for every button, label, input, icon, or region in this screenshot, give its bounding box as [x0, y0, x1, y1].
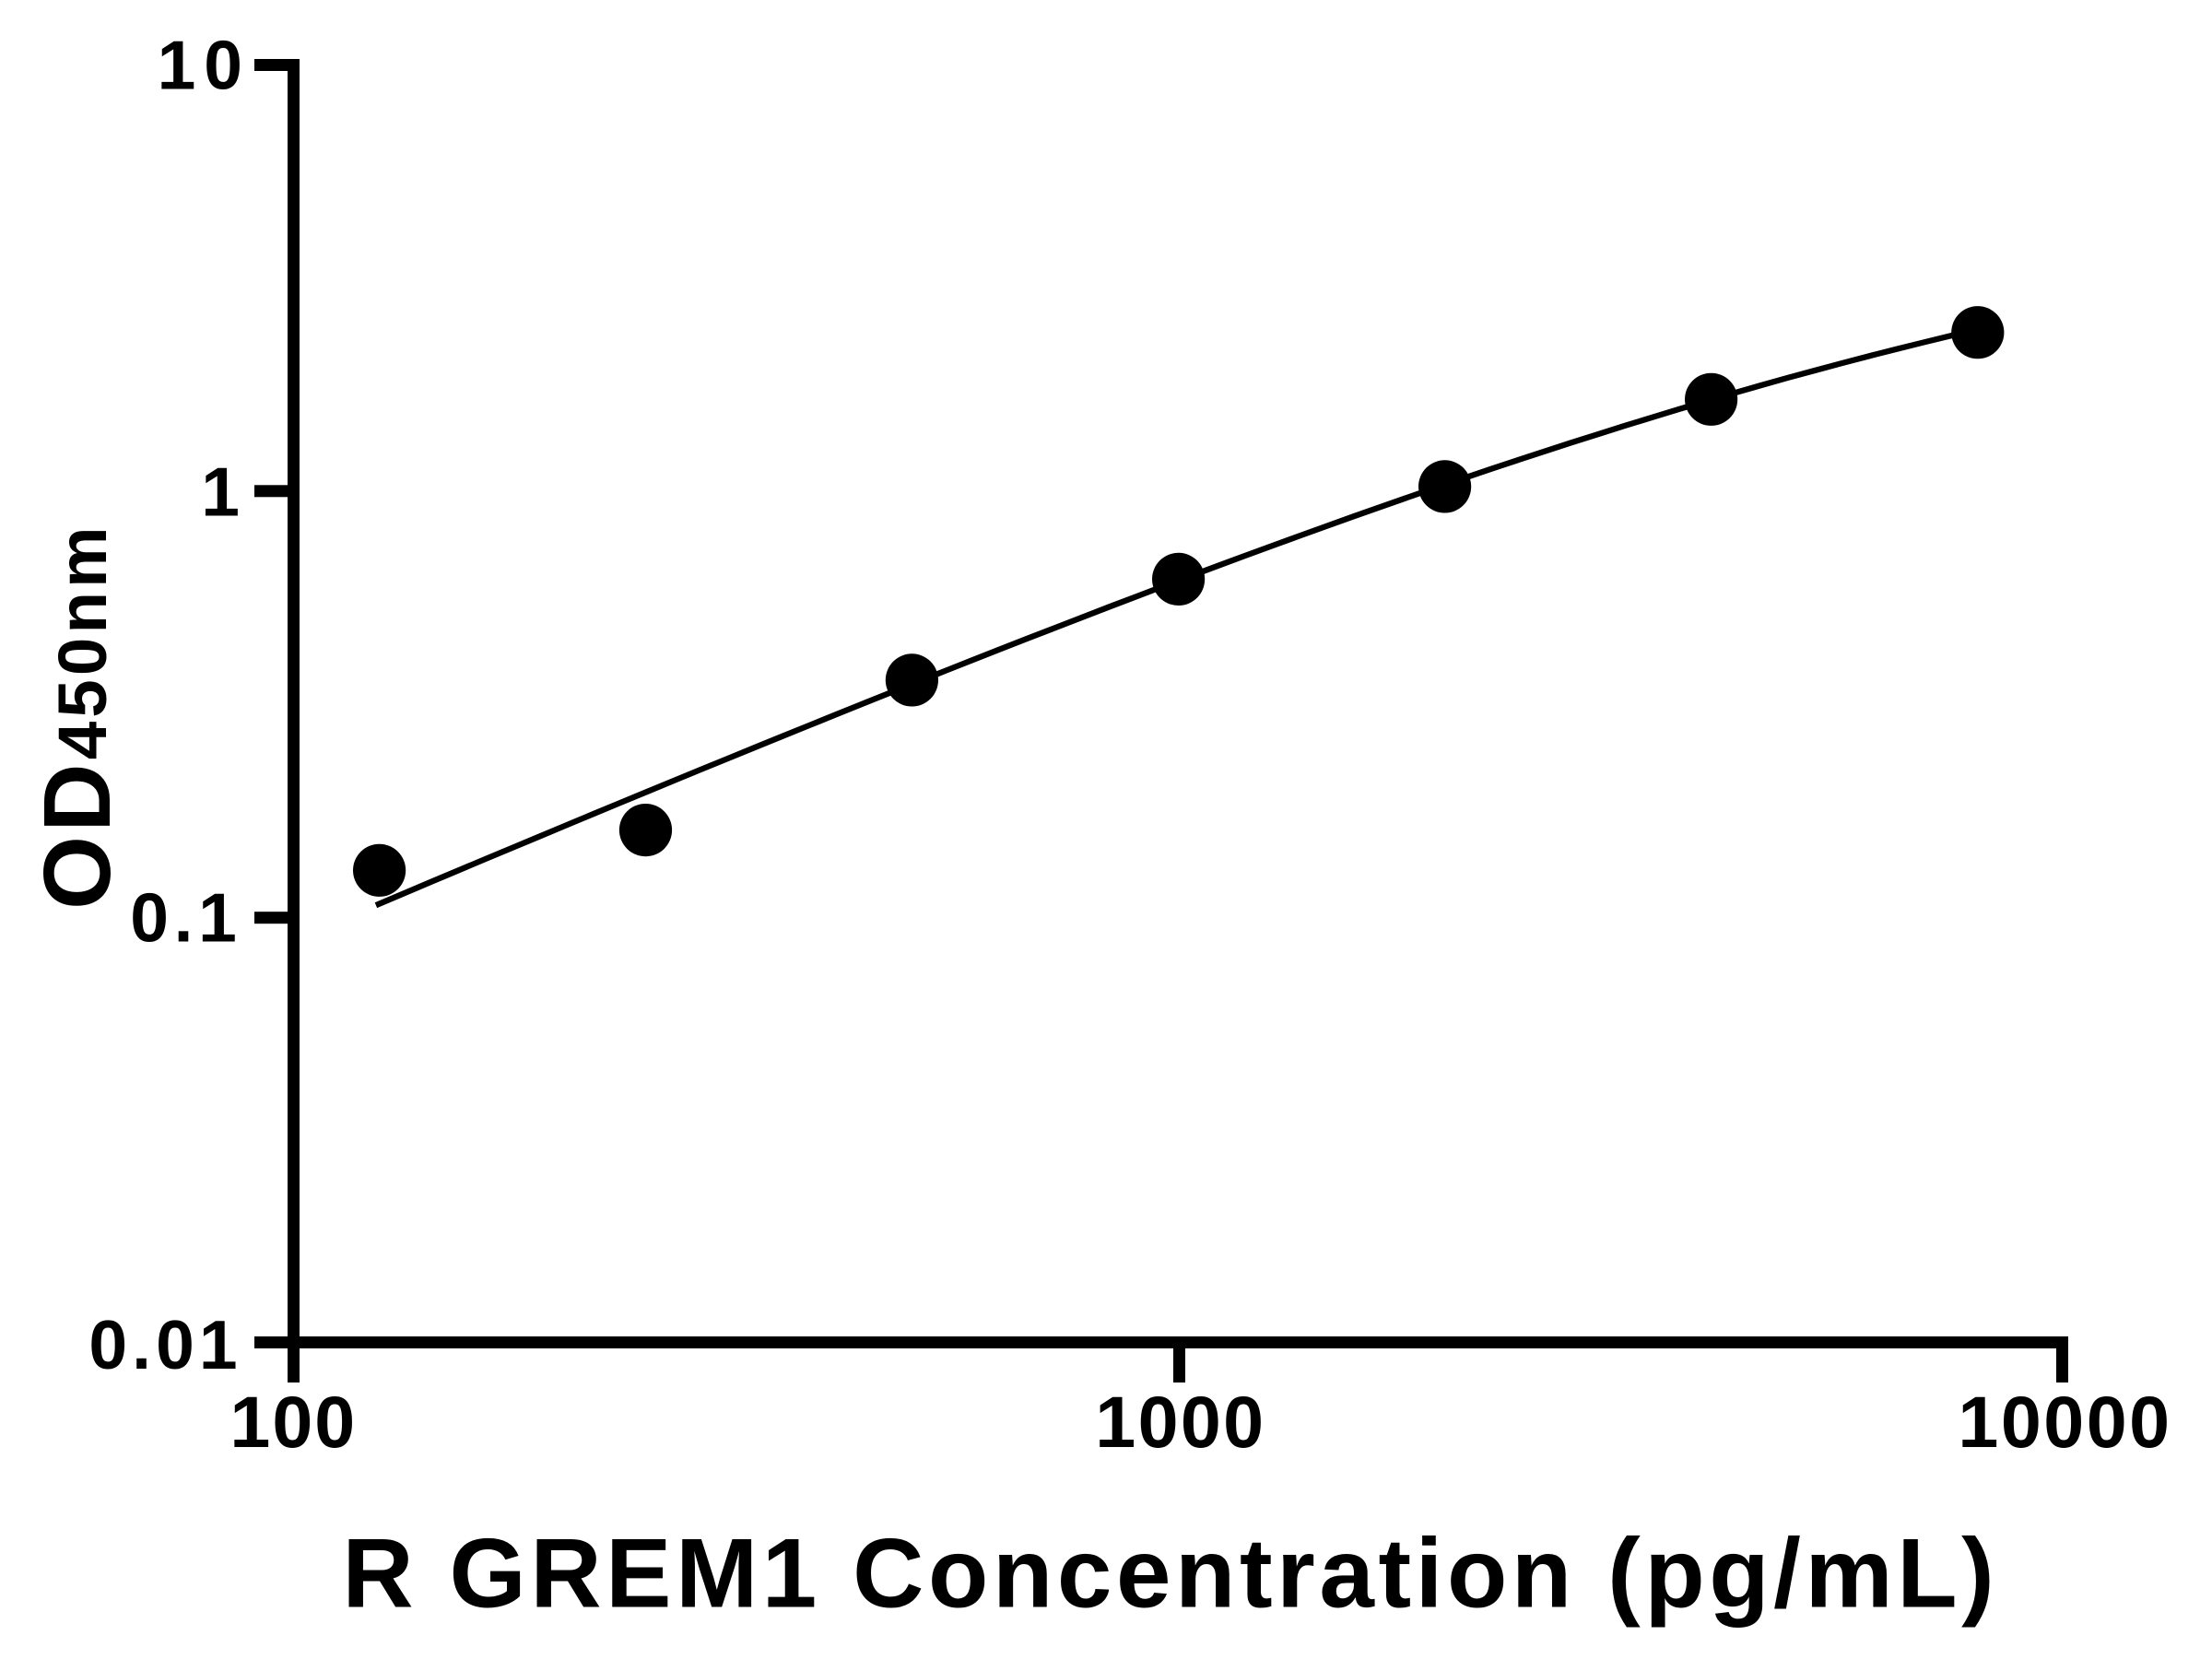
svg-text:OD450nm: OD450nm	[24, 523, 130, 910]
svg-text:0.01: 0.01	[88, 1306, 241, 1383]
svg-text:R GREM1 Concentration (pg/mL): R GREM1 Concentration (pg/mL)	[342, 1518, 1998, 1629]
svg-text:1000: 1000	[1095, 1381, 1265, 1463]
svg-text:10000: 10000	[1958, 1381, 2171, 1463]
svg-text:1: 1	[201, 453, 240, 531]
svg-text:100: 100	[229, 1381, 357, 1463]
svg-text:10: 10	[158, 27, 251, 104]
svg-text:0.1: 0.1	[130, 879, 241, 957]
